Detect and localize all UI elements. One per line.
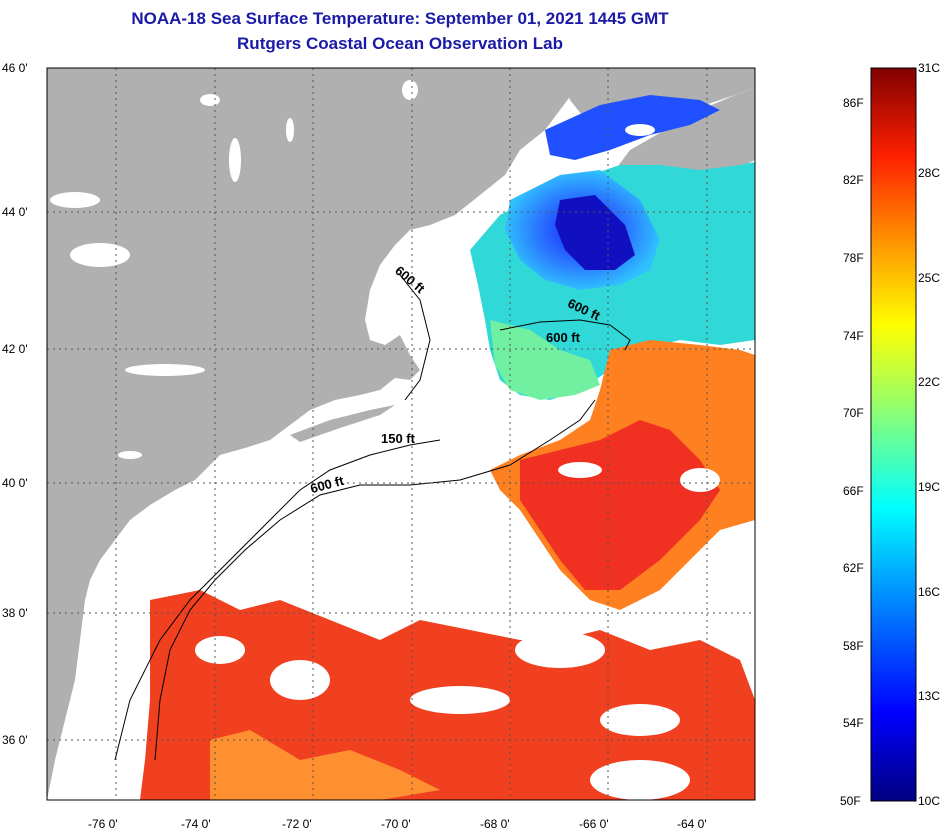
lat-label: 44 0' xyxy=(2,205,28,219)
colorbar-f-label: 78F xyxy=(843,251,864,265)
colorbar-c-label: 16C xyxy=(918,585,941,599)
contour-label: 600 ft xyxy=(546,330,580,345)
lat-label: 42 0' xyxy=(2,342,28,356)
lon-label: -74 0' xyxy=(181,817,211,831)
map-frame xyxy=(46,67,756,801)
lat-label: 38 0' xyxy=(2,606,28,620)
colorbar-f-label: 54F xyxy=(843,716,864,730)
depth-contours xyxy=(114,274,631,761)
colorbar-f-label: 74F xyxy=(843,329,864,343)
lon-label: -64 0' xyxy=(677,817,707,831)
land-flecks xyxy=(50,80,418,459)
sst-red-east xyxy=(520,420,720,590)
contour-label: 150 ft xyxy=(381,431,415,446)
colorbar-c-label: 10C xyxy=(918,794,941,808)
map-title: NOAA-18 Sea Surface Temperature: Septemb… xyxy=(131,9,669,28)
colorbar-f-label: 62F xyxy=(843,561,864,575)
map-area xyxy=(47,68,755,800)
sst-orange-south xyxy=(210,730,440,800)
colorbar-f-label: 70F xyxy=(843,406,864,420)
cloud-blotches xyxy=(195,124,720,800)
colorbar-c-label: 19C xyxy=(918,480,941,494)
graticule xyxy=(47,68,755,800)
colorbar-c-label: 25C xyxy=(918,271,941,285)
lon-label: -68 0' xyxy=(480,817,510,831)
colorbar-c-label: 22C xyxy=(918,375,941,389)
colorbar-f-label: 86F xyxy=(843,96,864,110)
lat-label: 40 0' xyxy=(2,476,28,490)
colorbar-f-label: 66F xyxy=(843,484,864,498)
map-subtitle: Rutgers Coastal Ocean Observation Lab xyxy=(237,34,563,53)
colorbar-c-label: 28C xyxy=(918,166,941,180)
colorbar-c-label: 13C xyxy=(918,689,941,703)
lon-label: -76 0' xyxy=(88,817,118,831)
sst-green xyxy=(490,320,600,400)
lon-label: -66 0' xyxy=(579,817,609,831)
colorbar-f-label: 58F xyxy=(843,639,864,653)
lon-label: -70 0' xyxy=(381,817,411,831)
colorbar xyxy=(870,67,917,802)
colorbar-f-label: 82F xyxy=(843,173,864,187)
land-long-island xyxy=(290,405,395,442)
lat-label: 36 0' xyxy=(2,733,28,747)
land-mass xyxy=(47,68,575,800)
sst-deep-blue xyxy=(555,195,635,270)
lat-label: 46 0' xyxy=(2,61,28,75)
colorbar-c-label: 31C xyxy=(918,61,941,75)
colorbar-f-label: 50F xyxy=(840,794,861,808)
lon-label: -72 0' xyxy=(282,817,312,831)
